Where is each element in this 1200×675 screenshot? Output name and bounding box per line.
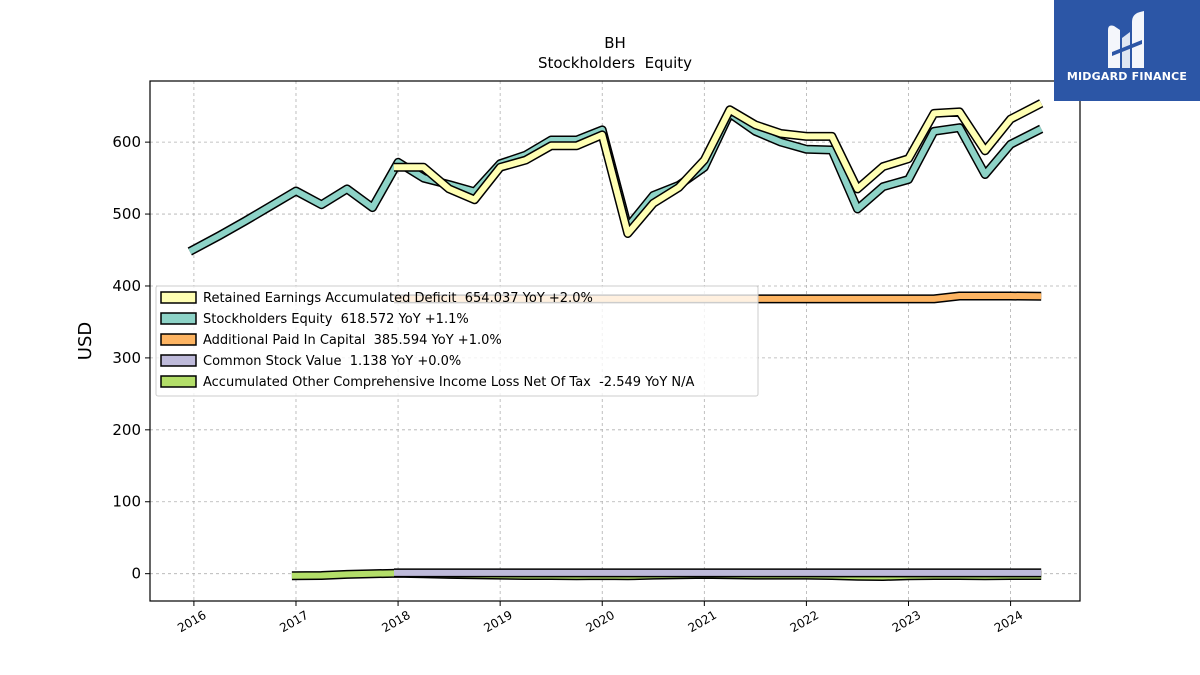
x-tick-label: 2021 [686,608,719,635]
x-tick-label: 2018 [379,608,412,635]
legend-label: Common Stock Value 1.138 YoY +0.0% [203,354,461,369]
legend-box [155,285,759,397]
legend: Retained Earnings Accumulated Deficit 65… [155,285,759,397]
plot-frame [149,80,1081,602]
midgard-logo-icon [1108,11,1144,68]
brand-logo: MIDGARD FINANCE [1054,0,1200,101]
y-tick-label: 100 [112,493,141,511]
legend-swatch [160,375,197,388]
y-tick-label: 500 [112,205,141,223]
y-tick-label: 200 [112,421,141,439]
legend-swatch [160,354,197,367]
x-tick-label: 2020 [584,608,617,635]
legend-swatch [160,333,197,346]
x-tick-label: 2022 [788,608,821,635]
series-line-retained-earnings-accumulated-deficit [394,100,1043,237]
legend-label: Stockholders Equity 618.572 YoY +1.1% [203,312,469,327]
legend-swatch [160,312,197,325]
x-tick-label: 2019 [481,608,514,635]
legend-label: Additional Paid In Capital 385.594 YoY +… [203,333,502,348]
y-tick-label: 400 [112,277,141,295]
x-tick-label: 2024 [992,608,1025,635]
chart-subtitle: Stockholders Equity [538,54,692,72]
y-tick-label: 600 [112,133,141,151]
x-tick-label: 2016 [175,608,208,635]
legend-swatch [160,291,197,304]
legend-label: Retained Earnings Accumulated Deficit 65… [203,291,593,306]
y-tick-label: 0 [131,565,141,583]
y-tick-label: 300 [112,349,141,367]
legend-label: Accumulated Other Comprehensive Income L… [203,375,694,390]
brand-name: MIDGARD FINANCE [1066,70,1188,83]
y-axis-label: USD [75,322,96,360]
chart-title: BH [604,34,626,52]
x-tick-label: 2023 [890,608,923,635]
x-tick-label: 2017 [277,608,310,635]
